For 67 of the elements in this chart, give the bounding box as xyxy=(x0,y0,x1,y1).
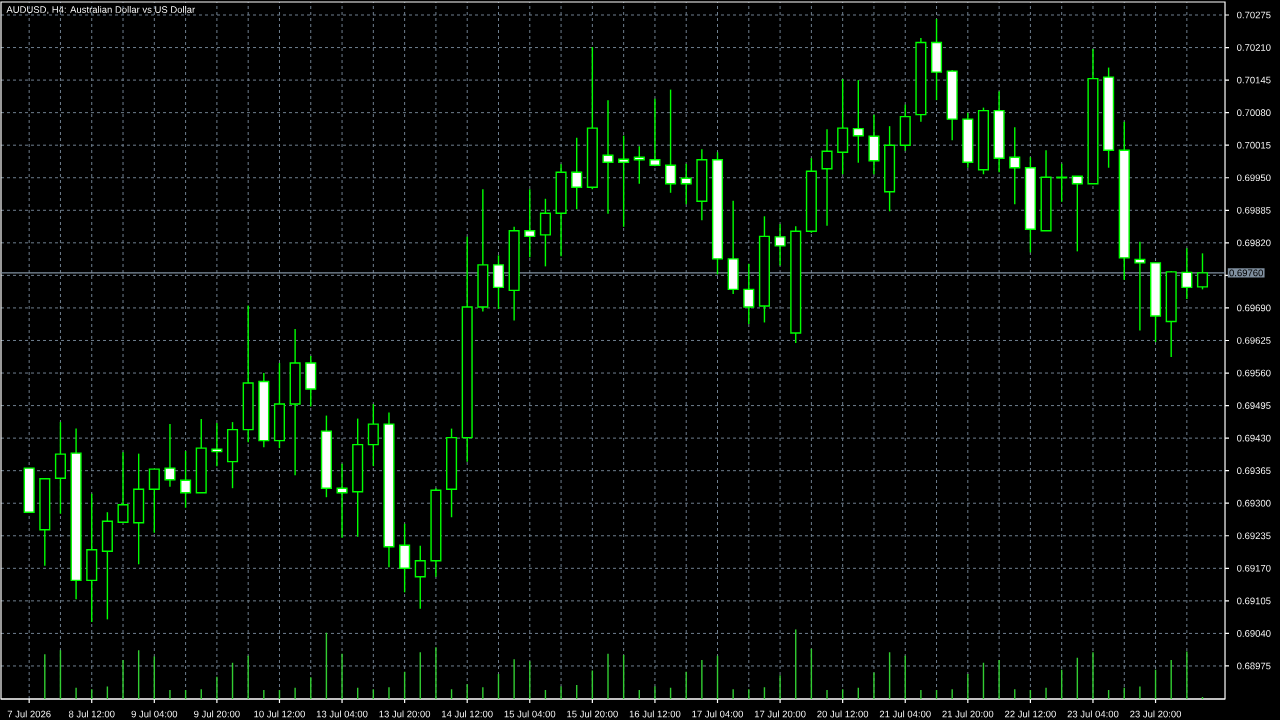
y-tick-label: 0.69170 xyxy=(1237,564,1271,572)
y-tick-label: 0.69820 xyxy=(1237,239,1271,247)
candlestick xyxy=(665,88,677,194)
y-tick-label: 0.69300 xyxy=(1237,499,1271,507)
y-tick-label: 0.68975 xyxy=(1237,662,1271,670)
x-tick-label: 13 Jul 04:00 xyxy=(316,710,368,718)
candlestick xyxy=(649,97,661,167)
x-tick-label: 16 Jul 12:00 xyxy=(629,710,681,718)
y-tick-label: 0.69105 xyxy=(1237,597,1271,605)
x-tick-label: 9 Jul 04:00 xyxy=(131,710,178,718)
y-tick-label: 0.69430 xyxy=(1237,434,1271,442)
candlestick xyxy=(399,523,411,594)
x-tick-label: 15 Jul 20:00 xyxy=(567,710,618,718)
y-tick-label: 0.69950 xyxy=(1237,174,1271,182)
candlestick xyxy=(539,198,551,268)
candlestick xyxy=(180,450,192,509)
chart-title: AUDUSD, H4: Australian Dollar vs US Dollar xyxy=(6,6,196,15)
y-tick-label: 0.70145 xyxy=(1237,76,1271,84)
y-tick-label: 0.69235 xyxy=(1237,532,1271,540)
x-tick-label: 10 Jul 12:00 xyxy=(254,710,305,718)
x-tick-label: 9 Jul 20:00 xyxy=(194,710,240,718)
y-tick-label: 0.70080 xyxy=(1237,109,1271,117)
candlestick xyxy=(743,263,755,325)
candlestick xyxy=(852,79,864,164)
y-tick-label: 0.69040 xyxy=(1237,630,1271,637)
y-tick-label: 0.70275 xyxy=(1237,11,1271,19)
y-tick-label: 0.70210 xyxy=(1237,44,1271,51)
candlestick xyxy=(774,223,786,267)
y-tick-label: 0.69625 xyxy=(1237,337,1271,344)
x-tick-label: 23 Jul 04:00 xyxy=(1067,710,1119,718)
y-tick-label: 0.70015 xyxy=(1237,141,1271,149)
x-tick-label: 17 Jul 20:00 xyxy=(754,710,806,718)
candlestick xyxy=(571,136,583,210)
x-tick-label: 21 Jul 04:00 xyxy=(879,710,931,718)
candlestick xyxy=(414,545,426,610)
x-tick-label: 8 Jul 12:00 xyxy=(68,710,115,718)
x-tick-label: 13 Jul 20:00 xyxy=(379,710,431,718)
y-tick-label: 0.69560 xyxy=(1237,369,1271,377)
candlestick xyxy=(1196,252,1209,291)
y-tick-label: 0.69690 xyxy=(1237,304,1271,312)
x-tick-label: 15 Jul 04:00 xyxy=(504,710,556,718)
ref-line-label: 0.69760 xyxy=(1229,269,1263,277)
x-tick-label: 21 Jul 20:00 xyxy=(942,710,994,718)
candlestick xyxy=(1134,241,1146,332)
candlestick xyxy=(148,468,160,534)
candlestick xyxy=(618,134,630,228)
candlestick xyxy=(821,128,833,227)
candlestick xyxy=(117,451,129,523)
y-tick-label: 0.69885 xyxy=(1237,206,1271,214)
candlestick xyxy=(492,254,505,310)
x-tick-label: 7 Jul 2026 xyxy=(7,710,51,718)
candlestick xyxy=(211,422,223,467)
x-tick-label: 23 Jul 20:00 xyxy=(1130,710,1182,718)
candlestick xyxy=(164,423,176,488)
y-tick-label: 0.69365 xyxy=(1237,467,1271,475)
candlestick xyxy=(524,188,536,259)
candlestick xyxy=(336,462,348,539)
candlestick xyxy=(1071,175,1083,253)
candlestick xyxy=(1181,247,1193,300)
candlestick xyxy=(367,403,379,467)
x-tick-label: 17 Jul 04:00 xyxy=(692,710,743,718)
x-tick-label: 22 Jul 12:00 xyxy=(1004,710,1056,718)
x-tick-label: 14 Jul 12:00 xyxy=(442,710,493,718)
y-tick-label: 0.69495 xyxy=(1237,402,1271,409)
candlestick xyxy=(1009,126,1021,205)
candlestick xyxy=(602,99,614,215)
x-tick-label: 20 Jul 12:00 xyxy=(817,710,869,718)
